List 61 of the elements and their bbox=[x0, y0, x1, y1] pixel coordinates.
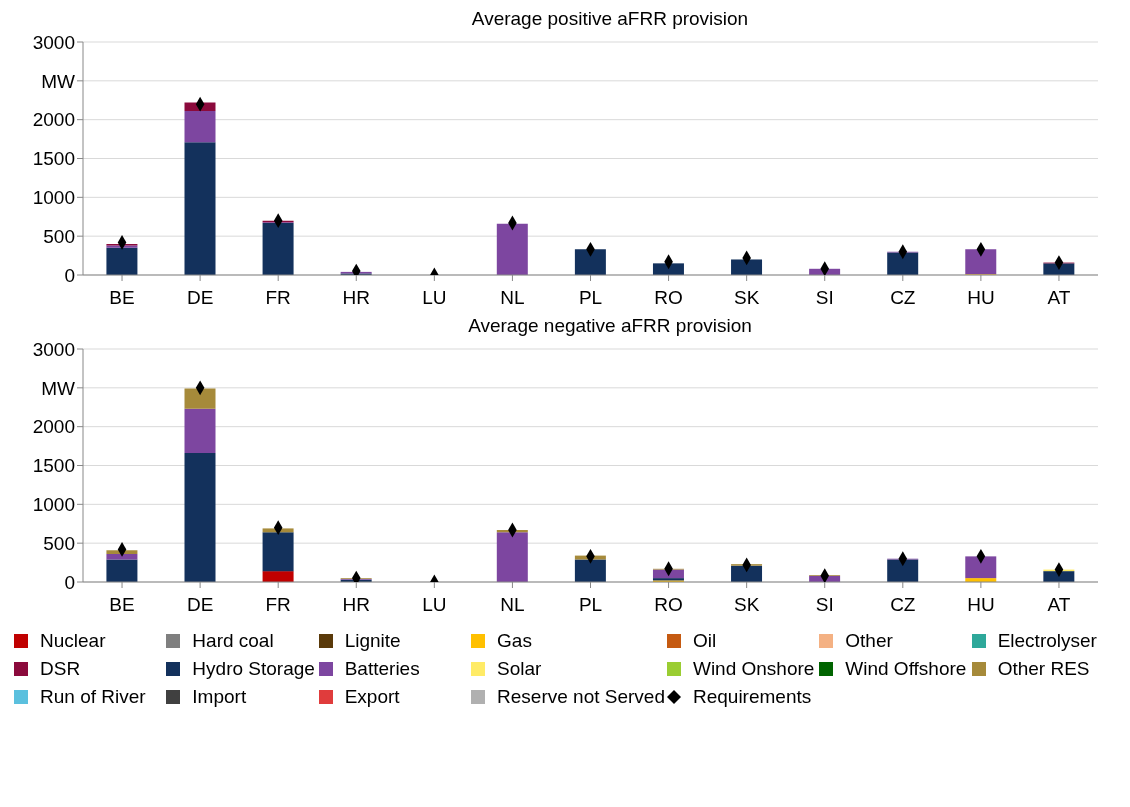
legend-label: Requirements bbox=[692, 686, 812, 708]
legend-label: Nuclear bbox=[40, 630, 106, 652]
x-tick-label: HU bbox=[967, 287, 995, 309]
y-tick-label: 2000 bbox=[32, 109, 75, 131]
legend-label: Wind Offshore bbox=[845, 658, 967, 680]
y-tick-label: 3000 bbox=[32, 31, 75, 53]
legend-label: DSR bbox=[40, 658, 81, 680]
y-tick-label: MW bbox=[41, 377, 76, 399]
chart-title: Average negative aFRR provision bbox=[467, 315, 753, 337]
x-tick-label: PL bbox=[578, 594, 603, 616]
y-tick-label: 1500 bbox=[32, 455, 75, 477]
y-tick-label: 0 bbox=[64, 264, 75, 286]
legend-label: Export bbox=[344, 686, 400, 708]
y-tick-label: 3000 bbox=[32, 338, 75, 360]
x-tick-label: CZ bbox=[890, 287, 916, 309]
legend-label: Other bbox=[845, 630, 893, 652]
legend-label: Lignite bbox=[344, 630, 401, 652]
y-tick-label: 0 bbox=[64, 571, 75, 593]
x-tick-label: SI bbox=[815, 287, 834, 309]
x-tick-label: HR bbox=[342, 287, 370, 309]
x-tick-label: DE bbox=[186, 594, 214, 616]
legend-label: Batteries bbox=[344, 658, 420, 680]
y-tick-label: 1000 bbox=[32, 187, 75, 209]
y-tick-label: 1000 bbox=[32, 494, 75, 516]
legend-label: Oil bbox=[692, 630, 717, 652]
x-tick-label: AT bbox=[1047, 594, 1071, 616]
y-tick-label: 1500 bbox=[32, 148, 75, 170]
x-tick-label: FR bbox=[265, 594, 291, 616]
legend-label: Run of River bbox=[40, 686, 146, 708]
legend-label: Import bbox=[192, 686, 247, 708]
x-tick-label: BE bbox=[109, 287, 135, 309]
x-tick-label: BE bbox=[109, 594, 135, 616]
x-tick-label: CZ bbox=[890, 594, 916, 616]
legend-label: Hard coal bbox=[192, 630, 274, 652]
x-tick-label: SK bbox=[733, 594, 760, 616]
x-tick-label: AT bbox=[1047, 287, 1071, 309]
x-tick-label: SK bbox=[733, 287, 760, 309]
x-tick-label: PL bbox=[578, 287, 603, 309]
legend-label: Other RES bbox=[997, 658, 1090, 680]
legend-label: Gas bbox=[497, 630, 532, 652]
x-tick-label: LU bbox=[422, 594, 447, 616]
legend-label: Reserve not Served bbox=[497, 686, 665, 708]
x-tick-label: RO bbox=[654, 287, 683, 309]
x-tick-label: DE bbox=[186, 287, 214, 309]
x-tick-label: RO bbox=[654, 594, 683, 616]
x-tick-label: FR bbox=[265, 287, 291, 309]
y-tick-label: 500 bbox=[43, 225, 75, 247]
x-tick-label: HR bbox=[342, 594, 370, 616]
legend-label: Hydro Storage bbox=[192, 658, 315, 680]
legend-label: Solar bbox=[497, 658, 542, 680]
y-tick-label: 2000 bbox=[32, 416, 75, 438]
y-tick-label: 500 bbox=[43, 532, 75, 554]
x-tick-label: NL bbox=[500, 287, 525, 309]
legend-label: Wind Onshore bbox=[692, 658, 815, 680]
x-tick-label: NL bbox=[500, 594, 525, 616]
x-tick-label: LU bbox=[422, 287, 447, 309]
x-tick-label: SI bbox=[815, 594, 834, 616]
x-tick-label: HU bbox=[967, 594, 995, 616]
chart-title: Average positive aFRR provision bbox=[470, 8, 750, 30]
y-tick-label: MW bbox=[41, 70, 76, 92]
legend-label: Electrolyser bbox=[997, 630, 1097, 652]
